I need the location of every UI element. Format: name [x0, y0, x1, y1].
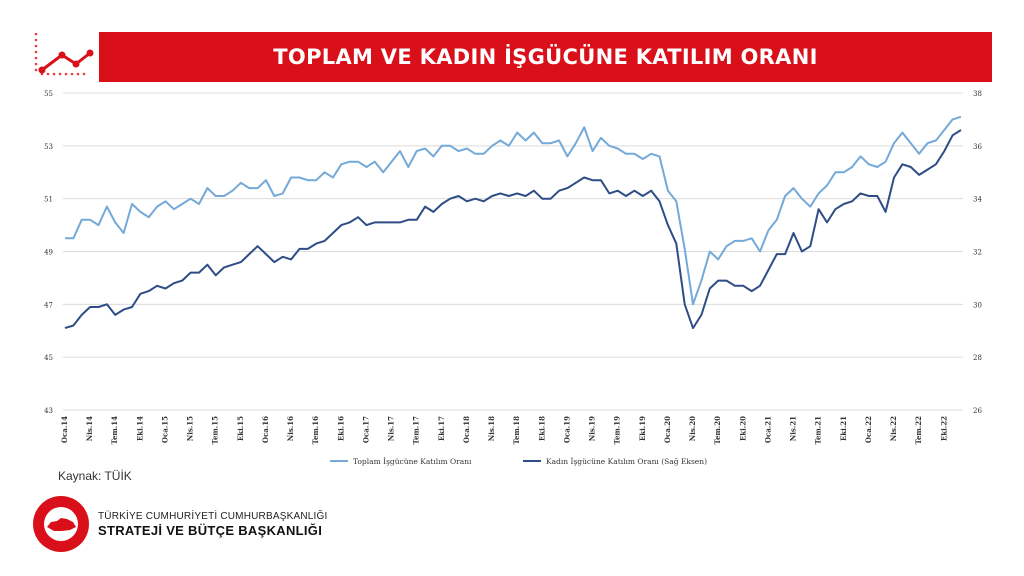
trend-chart-icon: [34, 32, 94, 76]
x-tick-label: Eki.18: [537, 416, 546, 441]
source-note: Kaynak: TÜİK: [58, 469, 132, 483]
x-tick-label: Eki.17: [437, 416, 446, 441]
x-tick-label: Eki.22: [939, 416, 948, 441]
x-tick-label: Nis.20: [688, 416, 697, 441]
x-tick-label: Eki.16: [336, 416, 345, 441]
x-tick-label: Nis.21: [789, 416, 798, 441]
x-tick-label: Tem.16: [311, 416, 320, 445]
y-right-tick-label: 32: [973, 249, 982, 257]
y-right-tick-label: 30: [973, 301, 982, 309]
series-line-women: [64, 129, 962, 330]
legend-label-total: Toplam İşgücüne Katılım Oranı: [353, 457, 472, 466]
x-tick-label: Oca.21: [763, 416, 772, 443]
y-left-tick-label: 47: [44, 301, 53, 309]
y-left-tick-label: 51: [44, 196, 53, 204]
x-tick-label: Eki.14: [135, 416, 144, 441]
y-left-tick-label: 45: [44, 354, 53, 362]
x-tick-label: Eki.15: [236, 416, 245, 441]
participation-line-chart: 43 45 47 49 51 53 55 26 28 30 32 34 36 38 Oca.14 Nis.14…: [44, 90, 982, 466]
y-left-tick-label: 43: [44, 407, 53, 415]
x-tick-label: Oca.18: [462, 416, 471, 443]
org-name-line1: TÜRKİYE CUMHURİYETİ CUMHURBAŞKANLIĞI: [98, 511, 328, 522]
x-tick-label: Oca.20: [663, 416, 672, 443]
x-tick-label: Oca.16: [261, 416, 270, 443]
x-tick-label: Nis.22: [889, 416, 898, 441]
series-line-total: [65, 115, 962, 306]
x-tick-label: Tem.14: [110, 416, 119, 445]
sbb-logo: [33, 496, 89, 552]
x-tick-label: Eki.19: [638, 416, 647, 441]
page-title: TOPLAM VE KADIN İŞGÜCÜNE KATILIM ORANI: [273, 45, 818, 69]
legend-label-women: Kadın İşgücüne Katılım Oranı (Sağ Eksen): [546, 457, 707, 466]
y-right-tick-label: 34: [973, 196, 982, 204]
x-tick-label: Eki.21: [839, 416, 848, 441]
x-tick-label: Nis.16: [286, 416, 295, 441]
y-left-tick-label: 55: [44, 90, 53, 98]
x-tick-label: Tem.21: [814, 416, 823, 445]
x-tick-label: Nis.14: [85, 416, 94, 441]
x-tick-label: Oca.19: [562, 416, 571, 443]
x-tick-label: Tem.15: [211, 416, 220, 445]
y-right-tick-label: 36: [973, 143, 982, 151]
title-banner: TOPLAM VE KADIN İŞGÜCÜNE KATILIM ORANI: [99, 32, 992, 82]
x-tick-label: Oca.17: [361, 416, 370, 443]
x-tick-label: Tem.20: [713, 416, 722, 445]
x-tick-label: Tem.19: [613, 416, 622, 445]
x-tick-label: Tem.18: [512, 416, 521, 445]
x-tick-label: Nis.19: [588, 416, 597, 441]
x-tick-label: Eki.20: [738, 416, 747, 441]
y-right-tick-label: 26: [973, 407, 982, 415]
x-tick-label: Nis.15: [186, 416, 195, 441]
x-tick-label: Oca.14: [60, 416, 69, 443]
x-tick-label: Tem.22: [914, 416, 923, 445]
y-left-tick-label: 49: [44, 249, 53, 257]
x-tick-label: Nis.17: [387, 416, 396, 441]
y-left-tick-label: 53: [44, 143, 53, 151]
y-right-tick-label: 28: [973, 354, 982, 362]
x-tick-label: Tem.17: [412, 416, 421, 445]
x-tick-label: Oca.22: [864, 416, 873, 443]
org-name-line2: STRATEJİ VE BÜTÇE BAŞKANLIĞI: [98, 523, 323, 538]
y-right-tick-label: 38: [973, 90, 982, 98]
x-tick-label: Oca.15: [160, 416, 169, 443]
x-tick-label: Nis.18: [487, 416, 496, 441]
